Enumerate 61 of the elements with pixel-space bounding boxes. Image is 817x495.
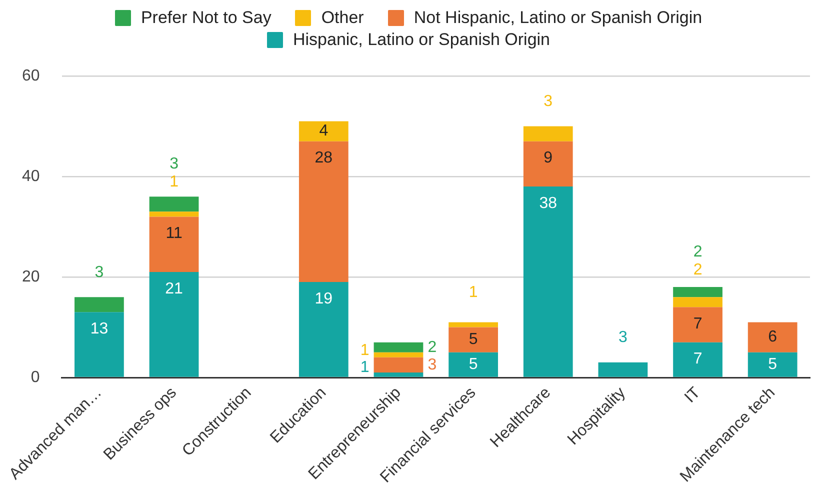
data-label: 5	[468, 356, 478, 374]
bar	[523, 141, 573, 187]
data-label: 2	[428, 338, 437, 356]
data-label: 11	[166, 225, 182, 242]
bar	[298, 121, 348, 142]
data-label: 3	[544, 93, 553, 110]
bar	[298, 282, 348, 377]
bar	[374, 372, 424, 377]
data-label: 19	[314, 290, 333, 308]
bar	[523, 186, 573, 377]
data-label: 2	[693, 244, 702, 261]
data-label: 13	[90, 320, 108, 338]
bar	[673, 342, 722, 377]
data-label: 21	[165, 280, 184, 298]
legend-label: Other	[321, 8, 364, 27]
data-label: 3	[94, 264, 104, 282]
bar	[374, 342, 424, 352]
bar	[748, 322, 798, 352]
bar	[748, 352, 798, 377]
bar	[149, 272, 199, 377]
data-label: 5	[768, 356, 778, 374]
bar	[523, 126, 573, 142]
legend-label: Not Hispanic, Latino or Spanish Origin	[414, 8, 702, 27]
data-label: 2	[693, 262, 702, 279]
data-label: 4	[319, 122, 328, 140]
data-label: 5	[468, 331, 478, 348]
bar	[673, 287, 722, 298]
bar	[448, 322, 498, 328]
bar	[673, 297, 722, 308]
data-label: 3	[618, 329, 628, 346]
legend-label: Prefer Not to Say	[140, 8, 272, 27]
bar	[298, 141, 348, 282]
data-label: 7	[693, 350, 702, 368]
bar	[149, 196, 199, 212]
y-tick-label: 40	[22, 168, 40, 185]
data-label: 1	[170, 174, 179, 191]
data-label: 3	[428, 356, 437, 374]
bar	[448, 352, 498, 377]
bar	[374, 352, 424, 358]
bar	[149, 212, 199, 217]
data-label: 1	[468, 284, 478, 302]
legend-label: Hispanic, Latino or Spanish Origin	[292, 30, 550, 49]
bar	[149, 216, 199, 272]
y-tick-label: 0	[30, 368, 40, 386]
y-tick-label: 20	[22, 268, 40, 286]
data-label: 28	[314, 150, 333, 167]
bar	[448, 327, 498, 352]
bar	[374, 357, 424, 372]
bar	[673, 307, 722, 342]
data-label: 6	[768, 328, 778, 346]
bar	[598, 362, 648, 377]
x-tick-label: IT	[682, 384, 704, 406]
bar	[74, 297, 124, 312]
data-label: 9	[544, 150, 553, 167]
data-label: 1	[360, 358, 370, 376]
bar	[74, 312, 124, 377]
data-label: 1	[360, 342, 370, 359]
data-label: 7	[693, 316, 702, 333]
data-label: 3	[170, 156, 179, 173]
data-label: 38	[539, 194, 558, 212]
y-tick-label: 60	[22, 67, 40, 84]
